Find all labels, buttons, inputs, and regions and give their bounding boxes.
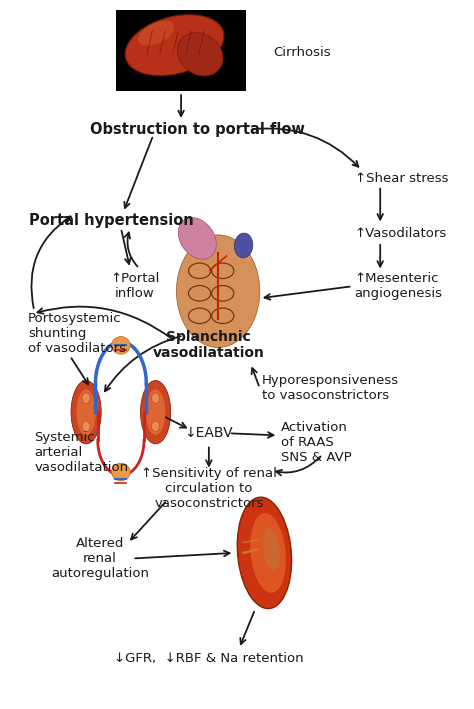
Text: ↑Mesenteric
angiogenesis: ↑Mesenteric angiogenesis [355, 272, 443, 301]
Ellipse shape [250, 513, 286, 593]
Text: Cirrhosis: Cirrhosis [273, 45, 331, 59]
Ellipse shape [111, 337, 130, 354]
Ellipse shape [125, 15, 224, 76]
Text: Portal hypertension: Portal hypertension [29, 213, 194, 228]
Text: Splanchnic
vasodilatation: Splanchnic vasodilatation [153, 330, 265, 360]
Text: Hyporesponsiveness
to vasoconstrictors: Hyporesponsiveness to vasoconstrictors [262, 374, 399, 402]
Text: Activation
of RAAS
SNS & AVP: Activation of RAAS SNS & AVP [281, 421, 351, 464]
Text: Systemic
arterial
vasodilatation: Systemic arterial vasodilatation [34, 432, 128, 474]
Text: Altered
renal
autoregulation: Altered renal autoregulation [51, 537, 149, 580]
Ellipse shape [82, 421, 91, 432]
Ellipse shape [237, 497, 292, 608]
Ellipse shape [111, 463, 130, 481]
Text: ↑Sensitivity of renal
circulation to
vasoconstrictors: ↑Sensitivity of renal circulation to vas… [141, 467, 277, 510]
Text: Portosystemic
shunting
of vasodilators: Portosystemic shunting of vasodilators [28, 312, 126, 355]
Ellipse shape [178, 218, 216, 259]
Ellipse shape [151, 421, 160, 432]
FancyBboxPatch shape [116, 10, 246, 91]
Ellipse shape [146, 389, 165, 435]
Text: Obstruction to portal flow: Obstruction to portal flow [90, 122, 305, 137]
Ellipse shape [82, 393, 91, 403]
Ellipse shape [263, 528, 280, 570]
Ellipse shape [71, 381, 101, 444]
Text: ↓GFR,  ↓RBF & Na retention: ↓GFR, ↓RBF & Na retention [114, 652, 304, 665]
Ellipse shape [76, 389, 96, 435]
Text: ↑Shear stress: ↑Shear stress [355, 172, 448, 185]
Ellipse shape [138, 21, 174, 45]
Text: ↓EABV: ↓EABV [184, 426, 233, 440]
Text: ↑Portal
inflow: ↑Portal inflow [110, 272, 159, 300]
Ellipse shape [177, 33, 223, 76]
Ellipse shape [176, 235, 260, 347]
Text: ↑Vasodilators: ↑Vasodilators [355, 227, 447, 240]
Ellipse shape [234, 233, 253, 258]
Ellipse shape [151, 393, 160, 403]
Ellipse shape [141, 381, 171, 444]
